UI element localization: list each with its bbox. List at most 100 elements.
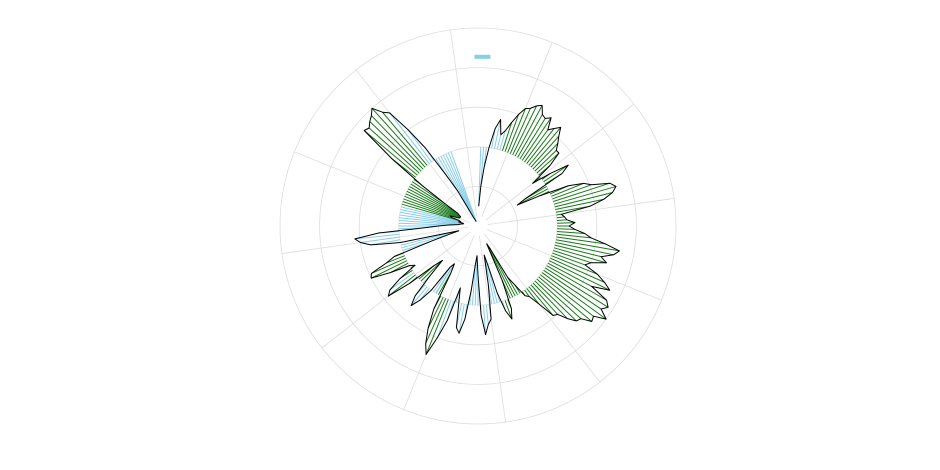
- above-fill-line-310: [363, 130, 418, 176]
- below-fill-line-272: [398, 222, 449, 226]
- above-fill-line-290: [403, 198, 451, 217]
- below-fill-line-168: [483, 254, 495, 304]
- below-fill-line-182: [474, 255, 478, 306]
- polar-grid: [279, 27, 677, 425]
- above-fill-line-286: [401, 203, 460, 222]
- above-fill-line-88: [557, 222, 575, 224]
- below-fill-line-332: [440, 155, 474, 218]
- above-fill-line-244: [371, 260, 408, 279]
- below-fill-line-278: [399, 214, 464, 225]
- above-fill-line-288: [402, 201, 452, 218]
- below-fill-line-338: [447, 152, 477, 222]
- above-fill-line-226: [420, 260, 443, 282]
- above-fill-line-122: [544, 267, 609, 308]
- above-fill-line-204: [425, 298, 447, 344]
- below-fill-line-280: [399, 211, 464, 224]
- above-fill-line-304: [412, 181, 446, 205]
- above-fill-line-74: [553, 185, 617, 205]
- below-fill-line-16: [499, 130, 506, 151]
- above-fill-line-28: [514, 105, 543, 157]
- below-fill-line-262: [360, 236, 400, 244]
- above-fill-line-36: [524, 129, 549, 163]
- above-fill-line-76: [554, 191, 613, 208]
- above-fill-line-160: [504, 300, 513, 320]
- above-fill-line-98: [556, 236, 606, 245]
- below-fill-line-174: [485, 304, 489, 325]
- above-fill-line-112: [551, 255, 598, 275]
- above-fill-line-292: [404, 195, 458, 219]
- above-fill-line-32: [519, 118, 546, 160]
- above-fill-line-298: [407, 188, 461, 218]
- above-fill-line-124: [543, 269, 602, 310]
- grid-spoke-1: [450, 29, 478, 217]
- series-line: [354, 104, 620, 355]
- above-fill-line-138: [530, 284, 558, 315]
- grid-spoke-6: [483, 233, 601, 383]
- below-fill-line-264: [354, 233, 400, 240]
- below-fill-line-254: [401, 233, 450, 249]
- above-fill-line-44: [532, 143, 559, 170]
- above-fill-line-150: [507, 277, 519, 295]
- above-fill-line-144: [524, 289, 530, 297]
- above-fill-line-248: [386, 255, 405, 264]
- above-fill-line-82: [556, 213, 562, 216]
- marker-layer: [474, 54, 491, 59]
- below-fill-line-336: [445, 153, 477, 221]
- above-fill-line-104: [554, 244, 602, 258]
- above-fill-line-142: [526, 288, 540, 305]
- above-fill-line-18: [501, 122, 513, 151]
- above-fill-line-116: [548, 260, 610, 291]
- above-fill-line-120: [546, 265, 607, 301]
- above-fill-line-70: [552, 184, 592, 200]
- above-fill-line-96: [556, 233, 592, 239]
- above-fill-line-94: [556, 231, 585, 234]
- grid-spoke-7: [478, 235, 506, 423]
- above-fill-line-232: [387, 274, 416, 297]
- above-fill-line-84: [556, 216, 565, 219]
- above-fill-line-22: [507, 108, 526, 153]
- above-fill-line-106: [553, 247, 607, 264]
- above-fill-line-100: [555, 239, 620, 252]
- below-fill-line-2: [478, 146, 482, 207]
- grid-spoke-3: [485, 103, 635, 221]
- above-fill-line-78: [555, 198, 604, 211]
- above-fill-line-314: [369, 121, 422, 172]
- above-fill-line-126: [541, 272, 607, 320]
- above-fill-line-312: [368, 127, 420, 174]
- below-fill-line-282: [400, 209, 459, 223]
- above-fill-line-130: [538, 276, 593, 322]
- above-fill-line-246: [371, 257, 406, 274]
- below-fill-line-166: [487, 264, 498, 303]
- above-fill-line-20: [504, 114, 520, 152]
- above-fill-line-300: [409, 185, 460, 216]
- above-fill-line-24: [509, 108, 531, 154]
- grid-ring-3: [358, 106, 598, 346]
- above-fill-line-132: [536, 278, 582, 320]
- above-fill-line-302: [410, 183, 459, 214]
- grid-ring-1: [437, 185, 518, 266]
- above-fill-line-30: [517, 114, 543, 158]
- below-fill-line-190: [458, 303, 465, 334]
- above-fill-line-152: [489, 247, 516, 297]
- above-fill-line-114: [550, 257, 605, 283]
- above-fill-line-202: [425, 299, 449, 355]
- below-fill-line-276: [399, 217, 461, 225]
- below-fill-line-334: [442, 154, 475, 220]
- above-fill-line-108: [553, 249, 592, 264]
- above-fill-line-68: [551, 182, 584, 197]
- above-fill-line-128: [540, 274, 594, 317]
- above-fill-line-56: [543, 164, 569, 183]
- below-fill-line-274: [398, 219, 459, 226]
- above-fill-line-38: [526, 128, 555, 164]
- above-fill-line-110: [552, 252, 586, 266]
- grid-spoke-4: [487, 198, 675, 226]
- above-fill-line-46: [534, 149, 557, 172]
- below-fill-line-184: [471, 265, 476, 306]
- above-fill-line-136: [532, 282, 568, 319]
- below-fill-line-14: [496, 134, 502, 150]
- grid-ring-5: [279, 27, 677, 425]
- above-fill-line-102: [555, 241, 614, 256]
- above-fill-line-318: [371, 107, 426, 168]
- below-fill-line-322: [389, 112, 430, 164]
